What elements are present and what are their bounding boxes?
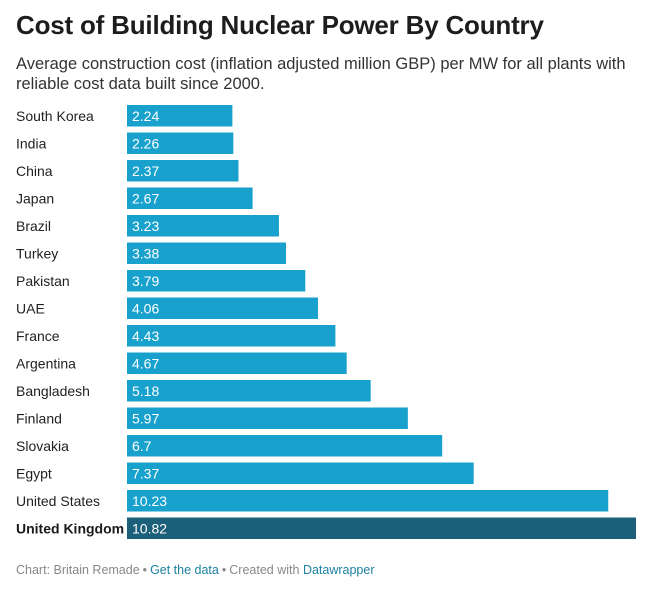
bar-brazil: [127, 215, 279, 237]
value-label-argentina: 4.67: [132, 355, 159, 371]
category-label-turkey: Turkey: [16, 245, 58, 261]
bar-united-states: [127, 490, 609, 512]
value-label-finland: 5.97: [132, 410, 159, 426]
bar-argentina: [127, 352, 347, 374]
chart-title: Cost of Building Nuclear Power By Countr…: [16, 10, 544, 40]
category-label-india: India: [16, 135, 47, 151]
category-label-united-kingdom: United Kingdom: [16, 520, 124, 536]
category-label-france: France: [16, 328, 60, 344]
category-label-slovakia: Slovakia: [16, 438, 69, 454]
value-label-france: 4.43: [132, 328, 159, 344]
bar-chart: South Korea 2.24 India 2.26 China 2.37 Japan 2.…: [16, 105, 636, 539]
category-label-egypt: Egypt: [16, 465, 52, 481]
footer-separator: •: [221, 563, 227, 577]
value-label-bangladesh: 5.18: [132, 383, 159, 399]
value-label-egypt: 7.37: [132, 465, 159, 481]
value-label-turkey: 3.38: [132, 245, 159, 261]
value-label-united-kingdom: 10.82: [132, 520, 167, 536]
value-label-japan: 2.67: [132, 190, 159, 206]
bar-slovakia: [127, 435, 443, 457]
bar-japan: [127, 187, 253, 209]
category-label-bangladesh: Bangladesh: [16, 383, 90, 399]
bar-bangladesh: [127, 380, 371, 402]
bar-south-korea: [127, 105, 233, 127]
bar-egypt: [127, 462, 474, 484]
category-label-japan: Japan: [16, 190, 54, 206]
value-label-brazil: 3.23: [132, 218, 159, 234]
bar-france: [127, 325, 336, 347]
value-label-india: 2.26: [132, 135, 159, 151]
value-label-china: 2.37: [132, 163, 159, 179]
bar-finland: [127, 407, 408, 429]
get-the-data-link[interactable]: Get the data: [150, 563, 219, 577]
created-with-text: Created with: [229, 563, 300, 577]
bar-turkey: [127, 242, 287, 264]
category-label-china: China: [16, 163, 53, 179]
category-label-finland: Finland: [16, 410, 62, 426]
chart-footer: Chart: Britain Remade • Get the data • Creat…: [16, 563, 375, 577]
bar-uae: [127, 297, 318, 319]
bar-united-kingdom: [127, 517, 636, 539]
value-label-slovakia: 6.7: [132, 438, 152, 454]
value-label-pakistan: 3.79: [132, 273, 159, 289]
category-label-brazil: Brazil: [16, 218, 51, 234]
category-label-argentina: Argentina: [16, 355, 76, 371]
datawrapper-link[interactable]: Datawrapper: [302, 563, 375, 577]
value-label-united-states: 10.23: [132, 493, 167, 509]
category-label-pakistan: Pakistan: [16, 273, 70, 289]
value-label-uae: 4.06: [132, 300, 159, 316]
category-label-south-korea: South Korea: [16, 108, 94, 124]
bar-india: [127, 132, 234, 154]
category-label-uae: UAE: [16, 300, 45, 316]
bar-pakistan: [127, 270, 306, 292]
value-label-south-korea: 2.24: [132, 108, 159, 124]
category-label-united-states: United States: [16, 493, 100, 509]
footer-separator: •: [142, 563, 148, 577]
source-credit: Chart: Britain Remade: [16, 563, 140, 577]
bar-china: [127, 160, 239, 182]
chart-subtitle: Average construction cost (inflation adj…: [16, 55, 626, 93]
